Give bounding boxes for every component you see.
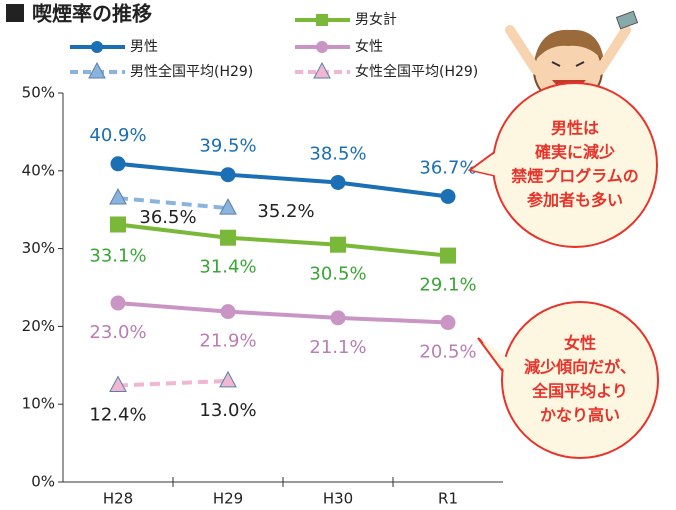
marker — [220, 230, 236, 246]
annotation-line: 参加者も多い — [527, 191, 623, 210]
y-tick-label: 40% — [22, 161, 55, 179]
y-tick-label: 30% — [22, 239, 55, 257]
marker — [221, 304, 236, 319]
title-square — [6, 4, 24, 22]
y-tick-label: 10% — [22, 395, 55, 413]
series: 40.9% 39.5% 38.5% 36.7% — [89, 125, 476, 204]
marker — [221, 167, 236, 182]
value-label: 35.2% — [257, 201, 314, 222]
series: 12.4% 13.0% — [89, 372, 256, 426]
value-label: 21.1% — [309, 337, 366, 358]
value-label: 29.1% — [419, 275, 476, 296]
value-label: 36.7% — [419, 157, 476, 178]
marker — [331, 175, 346, 190]
value-label: 31.4% — [199, 257, 256, 278]
value-label: 40.9% — [89, 125, 146, 146]
value-label: 12.4% — [89, 405, 146, 426]
x-tick-label: R1 — [438, 490, 458, 508]
series: 36.5% 35.2% — [110, 189, 315, 228]
series-line — [118, 303, 448, 322]
marker — [111, 156, 126, 171]
annotation-line: 禁煙プログラムの — [511, 167, 639, 186]
x-tick-label: H29 — [213, 490, 243, 508]
bubble — [502, 302, 658, 458]
x-tick-label: H30 — [323, 490, 353, 508]
marker — [110, 216, 126, 232]
legend-label: 女性全国平均(H29) — [355, 63, 478, 80]
annotation-line: 減少傾向だが、 — [524, 358, 636, 377]
marker — [331, 310, 346, 325]
legend-marker — [91, 41, 103, 53]
marker — [440, 248, 456, 264]
legend-marker — [316, 41, 328, 53]
value-label: 13.0% — [199, 400, 256, 421]
annotation-line: 男性は — [551, 119, 599, 138]
legend-label: 女性 — [355, 38, 383, 55]
y-tick-label: 20% — [22, 317, 55, 335]
annotation-line: 全国平均より — [531, 382, 628, 401]
value-label: 20.5% — [419, 342, 476, 363]
value-label: 39.5% — [199, 136, 256, 157]
chart: 喫煙率の推移 0% 10% 20% 30% 40% 50% H28 H29 H30 R1 40.9%… — [0, 0, 676, 510]
value-label: 33.1% — [89, 245, 146, 266]
series: 33.1% 31.4% 30.5% 29.1% — [89, 216, 476, 295]
series-line — [118, 381, 228, 386]
y-tick-label: 50% — [22, 84, 55, 102]
value-label: 38.5% — [309, 143, 366, 164]
y-tick-label: 0% — [31, 473, 55, 491]
marker — [110, 189, 126, 204]
legend-label: 男性全国平均(H29) — [130, 63, 253, 80]
chart-title: 喫煙率の推移 — [32, 2, 152, 26]
annotation-line: かなり高い — [540, 406, 620, 425]
value-label: 36.5% — [139, 207, 196, 228]
marker — [330, 237, 346, 253]
series-line — [118, 164, 448, 197]
legend-label: 男性 — [130, 39, 158, 55]
marker — [441, 315, 456, 330]
legend-marker — [316, 14, 328, 26]
value-label: 30.5% — [309, 264, 366, 285]
bubble-tail-cover — [472, 148, 507, 178]
value-label: 23.0% — [89, 322, 146, 343]
legend-label: 男女計 — [355, 11, 397, 28]
value-label: 21.9% — [199, 331, 256, 352]
x-tick-label: H28 — [103, 490, 133, 508]
annotation-line: 女性 — [564, 334, 596, 353]
marker — [111, 296, 126, 311]
series: 23.0% 21.9% 21.1% 20.5% — [89, 296, 476, 363]
bubble — [493, 83, 657, 247]
annotation-line: 確実に減少 — [535, 143, 615, 162]
series-line — [118, 224, 448, 255]
marker — [441, 189, 456, 204]
